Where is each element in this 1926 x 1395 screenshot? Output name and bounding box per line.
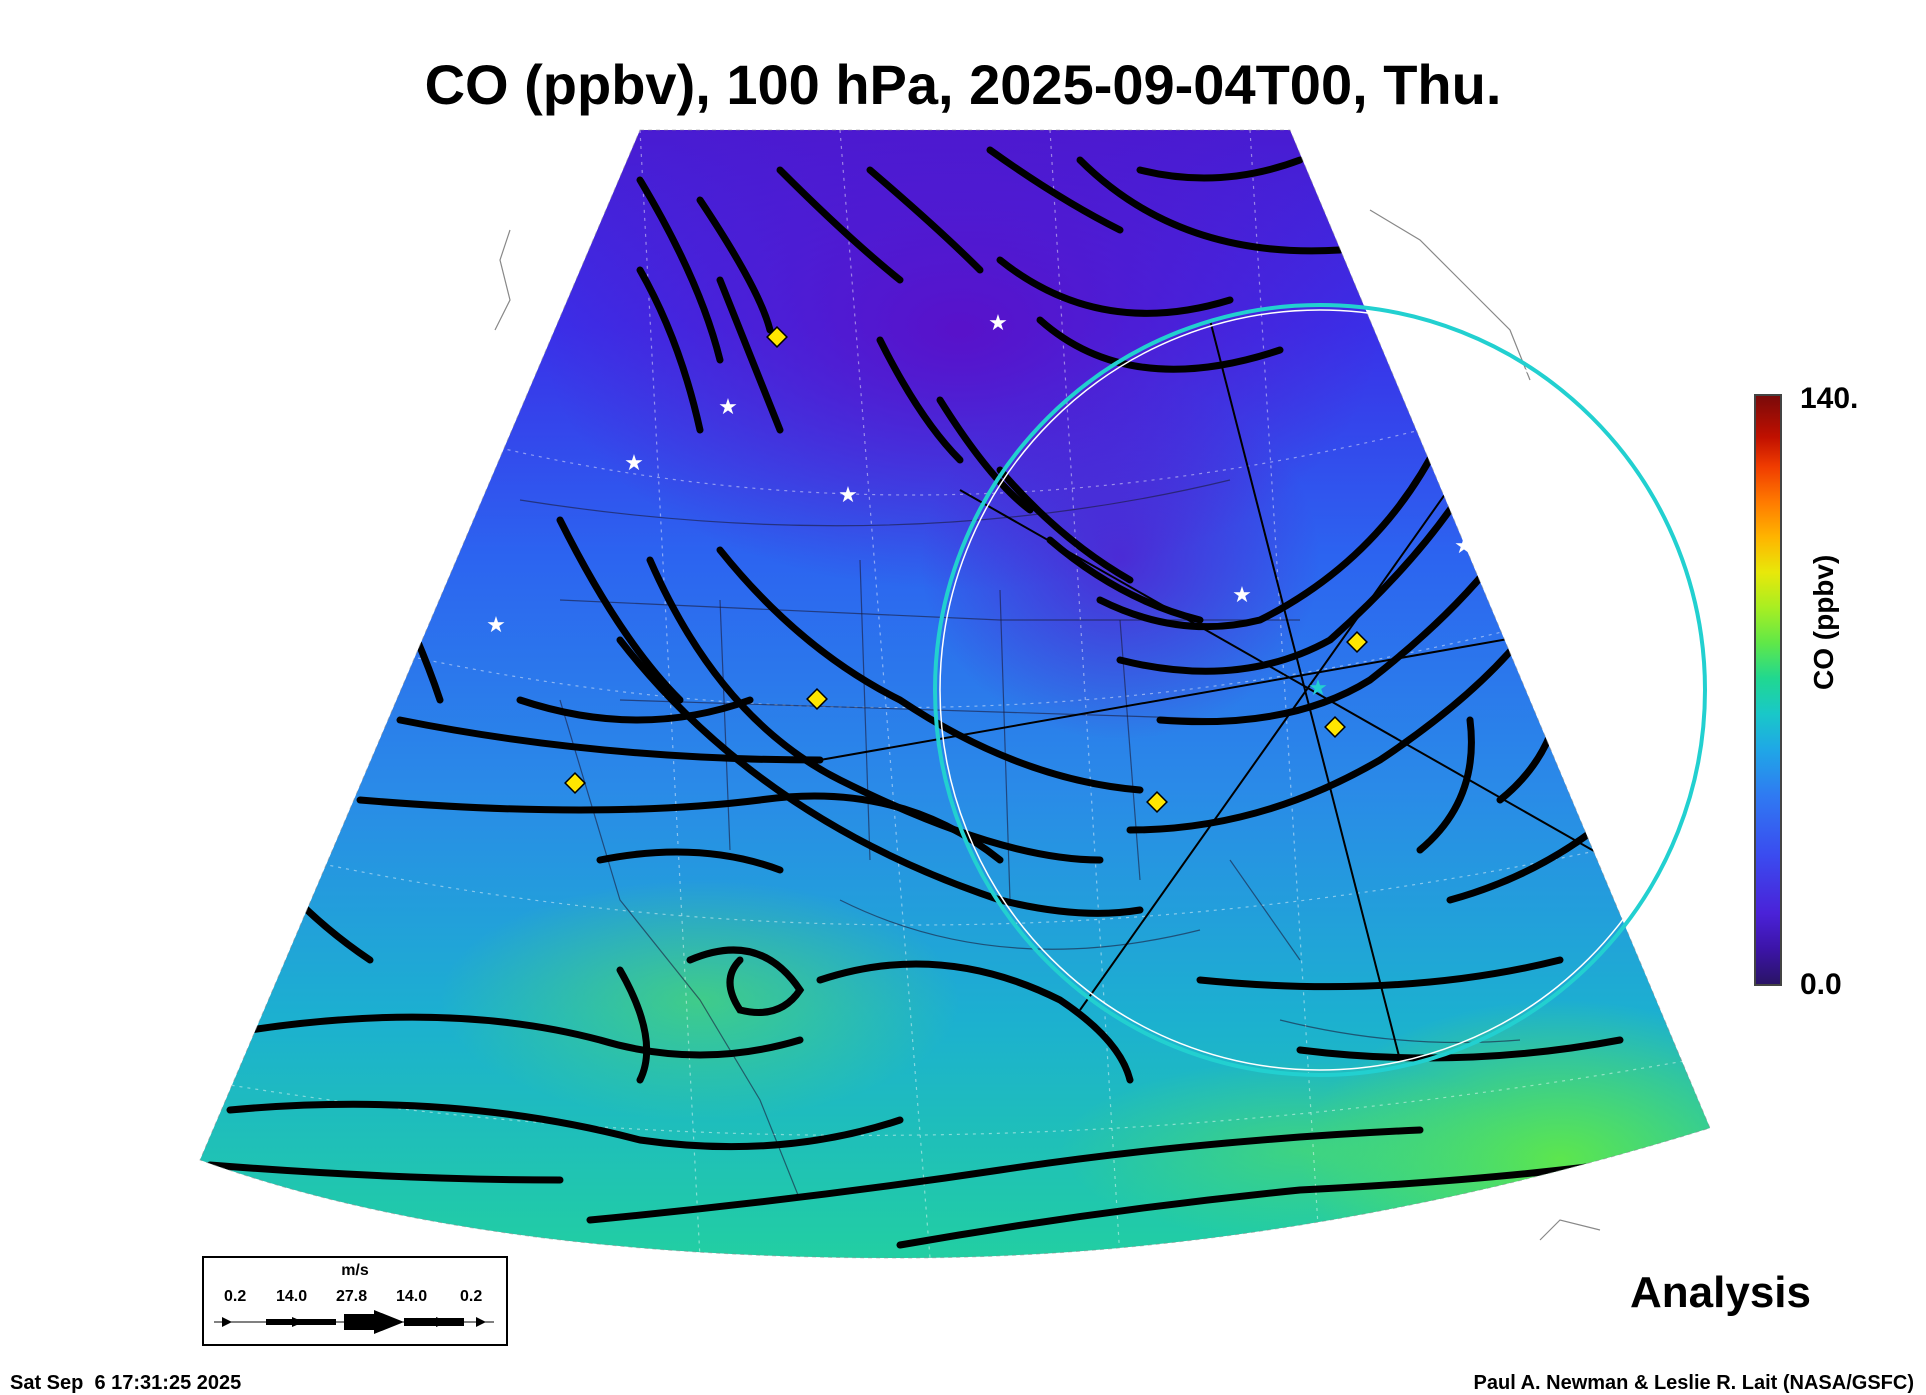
- star-marker-icon: ★: [1454, 534, 1474, 559]
- diamond-marker-icon: [1146, 791, 1168, 813]
- map-outline: [199, 129, 1711, 1259]
- wind-arrow-icon: [214, 1310, 494, 1334]
- wind-legend-value: 0.2: [460, 1288, 483, 1305]
- vortex-ring: [933, 303, 1707, 1077]
- colorbar-min-label: 0.0: [1800, 968, 1842, 1001]
- diamond-marker-icon: [564, 772, 586, 794]
- diamond-marker-icon: [806, 688, 828, 710]
- star-marker-icon: ★: [718, 395, 738, 420]
- map-title: CO (ppbv), 100 hPa, 2025-09-04T00, Thu.: [424, 53, 1502, 116]
- diamond-marker-icon: [1346, 631, 1368, 653]
- star-marker-icon: ★: [486, 613, 506, 638]
- wind-legend-unit: m/s: [341, 1262, 369, 1279]
- streamlines: [206, 146, 1654, 1249]
- diamond-marker-icon: [766, 326, 788, 348]
- outer-coastlines: [494, 209, 1601, 1241]
- footer-timestamp: Sat Sep 6 17:31:25 2025: [10, 1372, 242, 1394]
- wind-legend-value: 14.0: [276, 1288, 308, 1305]
- star-markers: ★ ★ ★ ★ ★ ★ ★ ★: [486, 311, 1474, 701]
- star-marker-icon: ★: [1308, 676, 1328, 701]
- wind-legend-value: 27.8: [336, 1288, 368, 1305]
- wind-legend: m/s 0.2 14.0 27.8 14.0 0.2: [202, 1256, 508, 1346]
- colorbar-axis-label: CO (ppbv): [1808, 554, 1839, 690]
- diamond-markers: [564, 326, 1368, 813]
- footer-credit: Paul A. Newman & Leslie R. Lait (NASA/GS…: [1473, 1372, 1914, 1394]
- wind-legend-value: 14.0: [396, 1288, 428, 1305]
- colorbar-max-label: 140.: [1800, 382, 1859, 415]
- wind-legend-value: 0.2: [224, 1288, 247, 1305]
- co-field: [200, 130, 1710, 1258]
- star-marker-icon: ★: [1232, 583, 1252, 608]
- star-marker-icon: ★: [988, 311, 1008, 336]
- star-marker-icon: ★: [838, 483, 858, 508]
- star-marker-icon: ★: [624, 451, 644, 476]
- diamond-marker-icon: [1324, 716, 1346, 738]
- colorbar: [1754, 394, 1782, 986]
- analysis-label: Analysis: [1630, 1268, 1811, 1317]
